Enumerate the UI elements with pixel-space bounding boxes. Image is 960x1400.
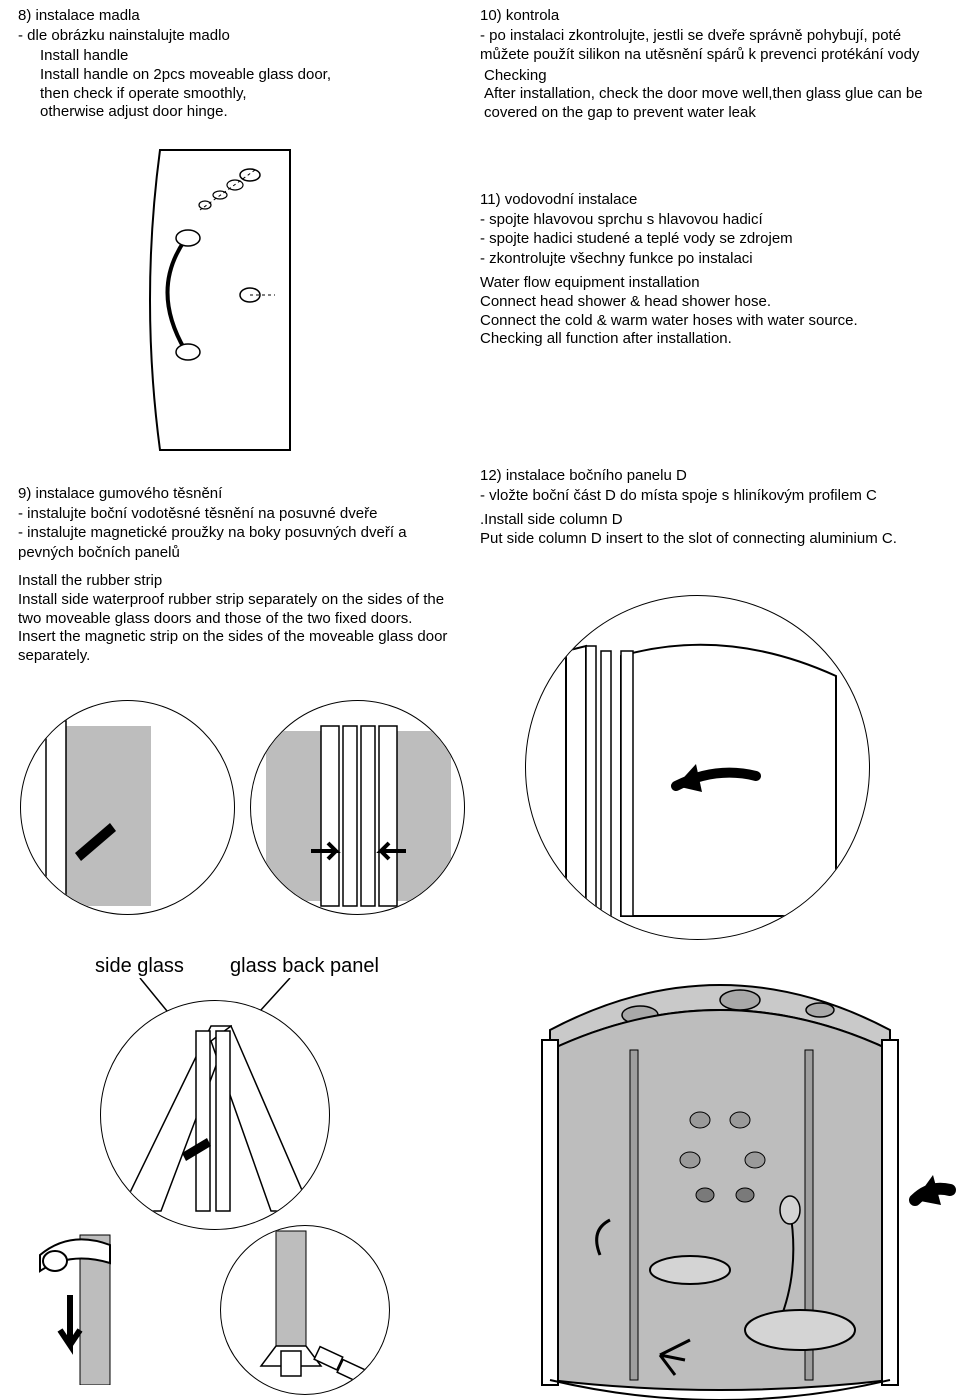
step8-cz-body: - dle obrázku nainstalujte madlo bbox=[18, 26, 438, 46]
step11-en-title: Water flow equipment installation bbox=[480, 274, 940, 293]
step12-cz-body: - vložte boční část D do místa spoje s h… bbox=[480, 486, 940, 506]
step8-cz-title: 8) instalace madla bbox=[18, 6, 438, 26]
step11-cz-title: 11) vodovodní instalace bbox=[480, 190, 940, 210]
label-side-glass: side glass bbox=[95, 955, 184, 978]
step12-cz-title: 12) instalace bočního panelu D bbox=[480, 466, 940, 486]
step11-cz-body: - spojte hlavovou sprchu s hlavovou hadi… bbox=[480, 210, 940, 269]
step8-en-title: Install handle bbox=[40, 47, 438, 66]
bottom-strip-diagram-right bbox=[220, 1225, 390, 1395]
label-glass-back-panel: glass back panel bbox=[230, 955, 379, 978]
step12-diagram bbox=[525, 595, 870, 940]
step10-en-title: Checking bbox=[484, 67, 940, 86]
step9-cz-title: 9) instalace gumového těsnění bbox=[18, 484, 458, 504]
step12-en-body: Put side column D insert to the slot of … bbox=[480, 530, 940, 549]
step9-cz-body: - instalujte boční vodotěsné těsnění na … bbox=[18, 504, 458, 563]
step10-cz-title: 10) kontrola bbox=[480, 6, 940, 26]
step9-en-title: Install the rubber strip bbox=[18, 572, 458, 591]
step9-diagram-left bbox=[20, 700, 235, 915]
step10-cz-body: - po instalaci zkontrolujte, jestli se d… bbox=[480, 26, 940, 65]
step12-en-title: .Install side column D bbox=[480, 511, 940, 530]
step10-en-body: After installation, check the door move … bbox=[484, 85, 940, 123]
step8-diagram bbox=[90, 140, 310, 460]
step11-en-body: Connect head shower & head shower hose. … bbox=[480, 293, 940, 349]
step9-corner-diagram bbox=[100, 1000, 330, 1230]
bottom-strip-diagram-left bbox=[20, 1225, 220, 1385]
shower-cabin-diagram bbox=[490, 960, 960, 1400]
step9-diagram-right bbox=[250, 700, 465, 915]
step9-en-body: Install side waterproof rubber strip sep… bbox=[18, 591, 458, 666]
step8-en-body: Install handle on 2pcs moveable glass do… bbox=[40, 66, 438, 122]
